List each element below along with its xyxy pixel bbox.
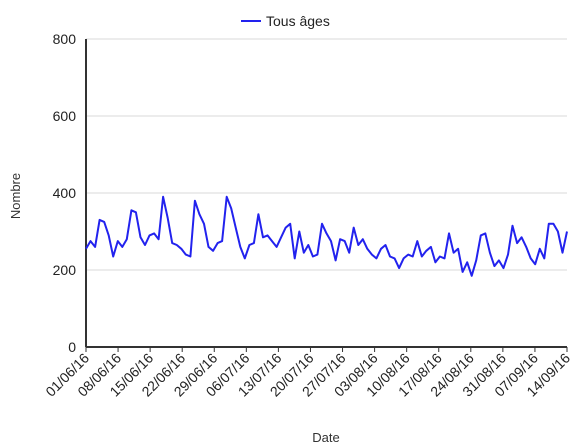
x-axis-title: Date <box>312 430 339 445</box>
y-tick-label: 200 <box>53 262 77 278</box>
y-tick-label: 800 <box>53 31 77 47</box>
grid-lines <box>86 38 567 348</box>
tick-labels: 020040060080001/06/1608/06/1615/06/1622/… <box>42 31 573 400</box>
series-line-tous-ages <box>85 195 568 277</box>
legend-label: Tous âges <box>266 13 330 29</box>
axes <box>85 39 568 352</box>
y-axis-title: Nombre <box>8 173 23 219</box>
legend: Tous âges <box>241 13 330 29</box>
series-layer <box>85 195 568 277</box>
y-tick-label: 0 <box>68 339 76 355</box>
y-tick-label: 400 <box>53 185 77 201</box>
y-tick-label: 600 <box>53 108 77 124</box>
